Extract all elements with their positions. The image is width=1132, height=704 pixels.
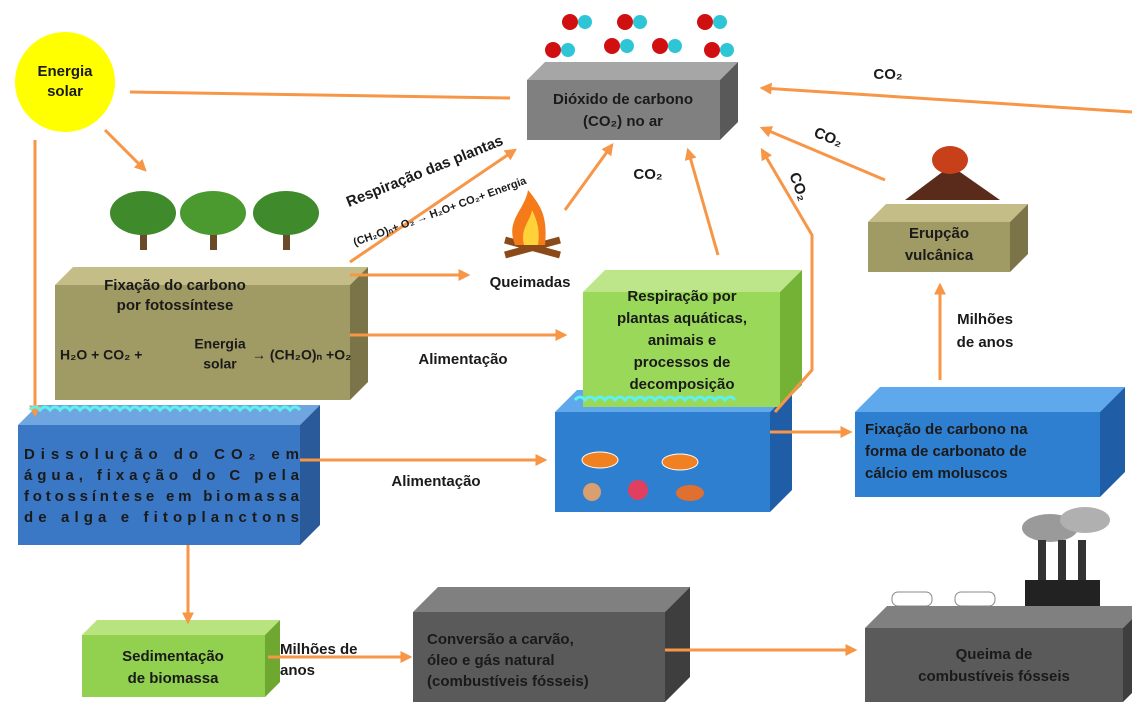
edge-label: de anos: [957, 334, 1014, 351]
equation: Energia: [194, 336, 246, 352]
box-front: [82, 635, 265, 697]
box-front: [855, 412, 1100, 497]
box-top: [527, 62, 738, 80]
sun: [15, 32, 115, 132]
label: decomposição: [629, 376, 734, 393]
arrows: [29, 82, 1132, 663]
arrow: [349, 148, 517, 264]
edge-label: Queimadas: [490, 274, 571, 291]
label: (CO₂) no ar: [583, 113, 663, 130]
arrow: [103, 128, 147, 172]
edge-label: CO₂: [811, 124, 844, 151]
label: animais e: [648, 332, 716, 349]
box-side: [665, 587, 690, 702]
box-front: [527, 80, 720, 140]
label: óleo e gás natural: [427, 652, 555, 669]
box-front: [413, 612, 665, 702]
box-side: [770, 390, 792, 512]
label: Sedimentação: [122, 648, 224, 665]
label: Queima de: [956, 646, 1033, 663]
edge-label: Alimentação: [391, 473, 480, 490]
label: cálcio em moluscos: [865, 465, 1008, 482]
arrow: [759, 82, 1132, 114]
arrow: [760, 147, 814, 413]
label: Energia: [37, 63, 93, 80]
label: (combustíveis fósseis): [427, 673, 589, 690]
box-side: [1123, 619, 1132, 702]
label: Fixação do carbono: [104, 277, 246, 294]
box-top: [55, 267, 368, 285]
box-top: [868, 204, 1028, 222]
label: água, fixação do C pela: [24, 467, 300, 484]
box-side: [1010, 204, 1028, 272]
algae: [28, 405, 302, 413]
fish: [661, 453, 699, 471]
label: de biomassa: [128, 670, 220, 687]
equation: H₂O + CO₂ +: [60, 347, 142, 363]
box-top: [583, 270, 802, 292]
box-side: [1100, 387, 1125, 497]
edge-label: CO₂: [873, 66, 902, 83]
shell: [583, 483, 601, 501]
arrow: [129, 90, 511, 100]
label: forma de carbonato de: [865, 443, 1027, 460]
label: por fotossíntese: [117, 297, 234, 314]
equation: solar: [203, 356, 237, 372]
label: Erupção: [909, 225, 969, 242]
edge-label: Milhões: [957, 311, 1013, 328]
box-top: [18, 405, 320, 425]
box-front: [55, 285, 350, 400]
label: Dióxido de carbono: [553, 91, 693, 108]
box-side: [300, 405, 320, 545]
label: solar: [47, 83, 83, 100]
decorations: [15, 14, 1110, 608]
box-front: [18, 425, 300, 545]
box-front: [865, 628, 1123, 702]
label: Fixação de carbono na: [865, 421, 1028, 438]
arrow: [563, 143, 614, 211]
co-molecules: [545, 14, 734, 58]
label: Respiração por: [627, 288, 736, 305]
box-top: [855, 387, 1125, 412]
edge-label: Milhões de: [280, 641, 358, 658]
label: combustíveis fósseis: [918, 668, 1070, 685]
box-side: [720, 62, 738, 140]
box-side: [780, 270, 802, 407]
volcano: [905, 146, 1000, 200]
label: vulcânica: [905, 247, 974, 264]
trees: [110, 191, 319, 250]
factory: [891, 507, 1110, 608]
arrow: [759, 126, 886, 182]
edge-label: Alimentação: [418, 351, 507, 368]
label: plantas aquáticas,: [617, 310, 747, 327]
algae: [573, 395, 737, 403]
label: Conversão a carvão,: [427, 631, 574, 648]
fish: [581, 451, 619, 469]
sea-life: [28, 395, 737, 501]
fire: [504, 190, 561, 259]
boxes: [18, 62, 1132, 702]
equation: → (CH₂O)ₙ +O₂: [252, 347, 351, 363]
edge-label: CO₂: [633, 166, 662, 183]
box-top: [413, 587, 690, 612]
box-top: [82, 620, 280, 635]
box-front: [868, 222, 1010, 272]
crab: [676, 485, 704, 501]
box-top: [865, 606, 1132, 628]
edge-label: anos: [280, 662, 315, 679]
label: processos de: [634, 354, 731, 371]
box-front: [583, 292, 780, 407]
coral: [628, 480, 648, 500]
arrow: [684, 147, 720, 256]
label: fotossíntese em biomassa: [24, 488, 300, 505]
